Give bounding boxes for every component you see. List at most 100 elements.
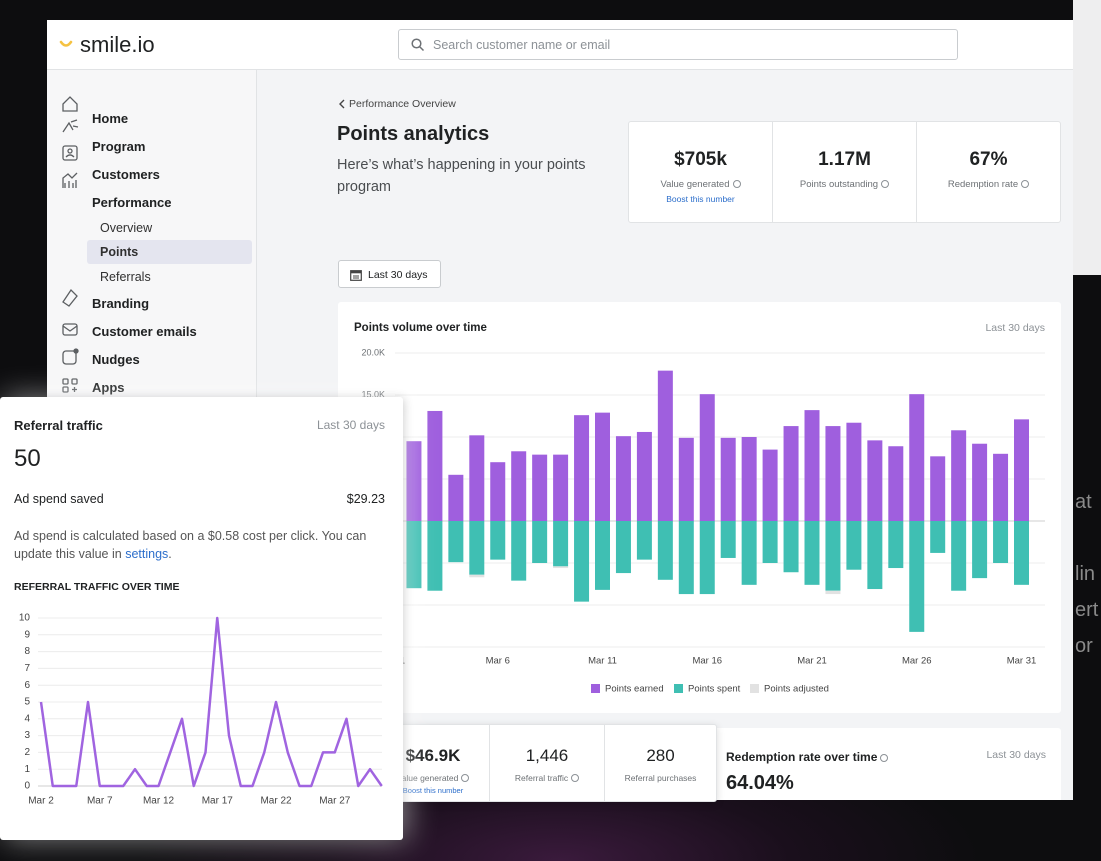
bar — [469, 521, 485, 575]
search-icon — [411, 38, 425, 52]
stat-label: Redemption rate — [947, 179, 1019, 190]
x-tick-label: Mar 17 — [202, 796, 234, 807]
bar — [951, 430, 967, 521]
settings-link[interactable]: settings — [125, 547, 169, 561]
bar — [595, 521, 610, 590]
x-tick-label: Mar 6 — [486, 656, 510, 667]
nav-item[interactable]: Customer emails — [92, 324, 197, 339]
nav-item[interactable]: Program — [92, 139, 146, 154]
page-subtitle: Here’s what’s happening in your points p… — [337, 157, 586, 195]
stat: 67% Redemption rate — [917, 122, 1060, 222]
background-text: at lin ert or — [1075, 484, 1098, 664]
legend-swatch — [750, 684, 759, 693]
stat: 280 Referral purchases — [605, 725, 716, 801]
nav-subitem[interactable]: Referrals — [100, 270, 151, 284]
bar — [993, 521, 1009, 563]
nav-item[interactable]: Performance — [92, 195, 172, 210]
nav-item[interactable]: Nudges — [92, 352, 140, 367]
bar — [615, 521, 631, 574]
stat-label: Referral purchases — [624, 773, 697, 783]
ad-label: Ad spend saved — [14, 492, 104, 506]
card-total: 50 — [14, 445, 41, 472]
y-tick-label: 15.0K — [361, 389, 385, 399]
bar — [720, 437, 736, 521]
y-tick-label: 9 — [24, 629, 30, 640]
nav-subitem[interactable]: Overview — [100, 221, 153, 235]
bar — [930, 456, 946, 521]
search-box[interactable]: Search customer name or email — [398, 29, 958, 60]
bar — [553, 566, 569, 569]
page-title: Points analytics — [337, 123, 490, 145]
bar — [511, 451, 527, 521]
bar — [993, 453, 1009, 521]
card-value: 64.04% — [726, 772, 794, 794]
bar — [511, 521, 527, 581]
help-icon[interactable] — [732, 180, 741, 188]
stats-card: $705k Value generated Boost this number … — [628, 121, 1061, 223]
logo: smile.io — [80, 32, 155, 57]
bar — [532, 521, 548, 563]
nav-item[interactable]: Customers — [92, 167, 160, 182]
y-tick-label: 3 — [24, 730, 30, 741]
breadcrumb[interactable]: Performance Overview — [349, 98, 456, 110]
date-filter-label: Last 30 days — [368, 269, 428, 281]
calendar-icon — [350, 270, 362, 281]
bar — [553, 521, 569, 567]
bar — [699, 521, 715, 595]
bar — [1014, 521, 1029, 585]
bar — [972, 443, 988, 521]
nav-item[interactable]: Apps — [92, 380, 125, 395]
bar — [783, 521, 799, 573]
bar — [846, 521, 862, 570]
help-icon[interactable] — [1021, 180, 1030, 188]
bar — [846, 422, 862, 521]
x-tick-label: Mar 26 — [902, 656, 932, 667]
back-chevron — [339, 99, 345, 109]
ad-value: $29.23 — [346, 492, 385, 506]
bar — [615, 436, 631, 521]
y-tick-label: 6 — [24, 680, 30, 691]
nav-item[interactable]: Home — [92, 111, 129, 126]
help-icon[interactable] — [461, 774, 470, 782]
stat-value: $46.9K — [405, 746, 461, 765]
bar — [762, 521, 778, 563]
stat-value: 1,446 — [525, 746, 569, 765]
fragment: ert — [1075, 599, 1099, 621]
stat-value: 280 — [646, 746, 675, 765]
line-chart: REFERRAL TRAFFIC OVER TIME 0 1 2 3 4 5 6 7 8 9 10 M… — [14, 581, 383, 807]
legend-swatch — [591, 684, 600, 693]
card-title: Referral traffic — [14, 418, 103, 433]
x-tick-label: Mar 22 — [260, 796, 292, 807]
fragment: lin — [1075, 563, 1096, 585]
fragment: or — [1075, 635, 1093, 657]
stat: 1,446 Referral traffic — [490, 725, 605, 801]
stat-link[interactable]: Boost this number — [666, 194, 735, 204]
nav-item[interactable]: Branding — [92, 296, 150, 311]
bar — [825, 521, 841, 591]
bar — [804, 410, 820, 521]
stat-value: 67% — [969, 149, 1008, 170]
y-tick-label: 20.0K — [361, 347, 385, 357]
chart-title: Points volume over time — [354, 322, 487, 334]
nav-subitem[interactable]: Points — [100, 245, 139, 259]
logo-icon — [59, 40, 73, 47]
card-period: Last 30 days — [316, 418, 385, 432]
stat-label: Points outstanding — [799, 179, 879, 190]
card-period: Last 30 days — [986, 749, 1046, 761]
nav-active-bg — [87, 240, 252, 264]
help-icon[interactable] — [571, 774, 580, 782]
bar — [699, 394, 715, 521]
legend-swatch — [674, 684, 683, 693]
nav-icons — [62, 96, 79, 393]
bar — [553, 454, 569, 521]
note-text: Ad spend is calculated based on a $0.58 … — [14, 529, 367, 561]
stat-link[interactable]: Boost this number — [402, 786, 464, 795]
y-tick-label: 0 — [24, 781, 30, 792]
bar — [888, 521, 904, 569]
bar — [741, 521, 757, 585]
bar-chart-card: Points volume over time Last 30 days -15… — [338, 302, 1061, 713]
help-icon[interactable] — [881, 180, 890, 188]
date-filter[interactable]: Last 30 days — [338, 260, 441, 288]
y-tick-label: 7 — [24, 663, 30, 674]
help-icon[interactable] — [880, 754, 889, 762]
